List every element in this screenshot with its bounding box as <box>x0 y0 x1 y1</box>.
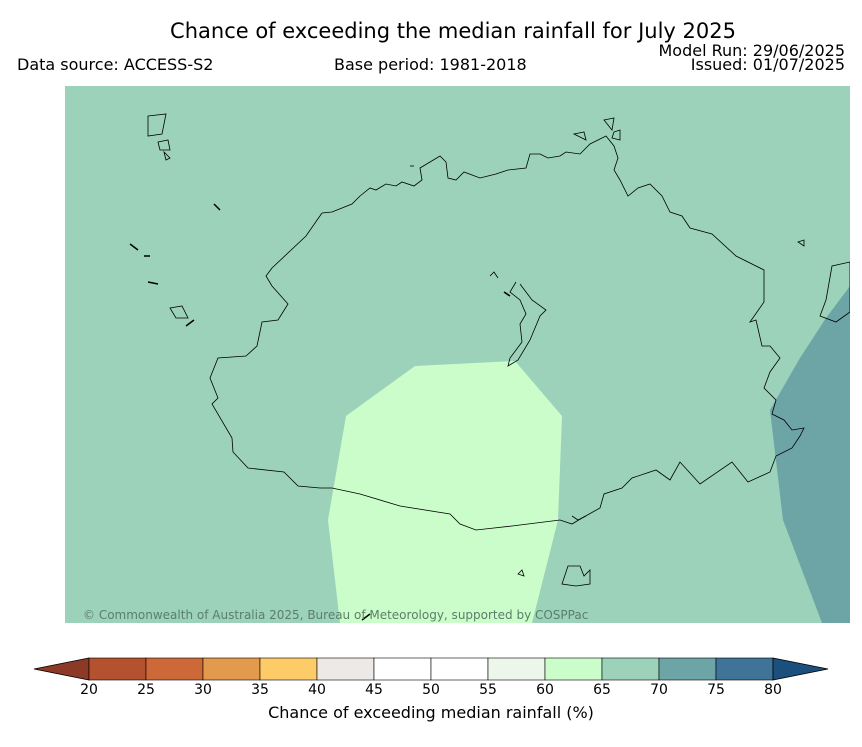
colorbar-tick-label: 80 <box>764 682 782 698</box>
colorbar-tick-label: 35 <box>251 682 269 698</box>
base-period-label: Base period: 1981-2018 <box>334 55 527 74</box>
colorbar-tick-label: 55 <box>479 682 497 698</box>
islands <box>129 203 511 621</box>
colorbar-segment <box>544 657 603 681</box>
rainfall-map <box>65 86 850 623</box>
colorbar-tick-label: 20 <box>80 682 98 698</box>
colorbar-segment <box>715 657 774 681</box>
region-south-central <box>328 361 562 623</box>
region-east-coast <box>770 286 850 623</box>
issued-label: Issued: 01/07/2025 <box>690 55 845 74</box>
colorbar-segment <box>487 657 546 681</box>
colorbar-tick-label: 75 <box>707 682 725 698</box>
colorbar-under-triangle <box>33 657 90 681</box>
colorbar <box>33 656 830 686</box>
colorbar-tick-label: 60 <box>536 682 554 698</box>
colorbar-segment <box>259 657 318 681</box>
colorbar-segment <box>658 657 717 681</box>
colorbar-tick-label: 45 <box>365 682 383 698</box>
colorbar-tick-label: 30 <box>194 682 212 698</box>
data-source-label: Data source: ACCESS-S2 <box>17 55 214 74</box>
colorbar-tick-label: 50 <box>422 682 440 698</box>
colorbar-tick-label: 25 <box>137 682 155 698</box>
coastline <box>147 113 850 587</box>
colorbar-label: Chance of exceeding median rainfall (%) <box>268 703 594 722</box>
colorbar-segment <box>373 657 432 681</box>
colorbar-tick-label: 65 <box>593 682 611 698</box>
copyright-notice: © Commonwealth of Australia 2025, Bureau… <box>83 608 589 622</box>
colorbar-segment <box>430 657 489 681</box>
map-title: Chance of exceeding the median rainfall … <box>170 19 736 43</box>
colorbar-segment <box>88 657 147 681</box>
colorbar-segment <box>316 657 375 681</box>
colorbar-segment <box>202 657 261 681</box>
colorbar-tick-label: 40 <box>308 682 326 698</box>
colorbar-over-triangle <box>772 657 829 681</box>
colorbar-segment <box>601 657 660 681</box>
colorbar-tick-label: 70 <box>650 682 668 698</box>
colorbar-segment <box>145 657 204 681</box>
model-run-label: Model Run: 29/06/2025 <box>658 41 846 60</box>
